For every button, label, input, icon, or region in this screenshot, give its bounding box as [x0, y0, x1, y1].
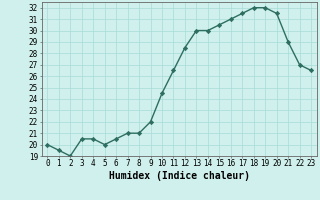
X-axis label: Humidex (Indice chaleur): Humidex (Indice chaleur) [109, 171, 250, 181]
